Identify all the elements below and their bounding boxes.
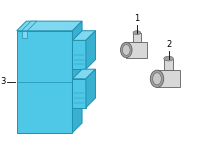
Polygon shape xyxy=(126,42,147,58)
Polygon shape xyxy=(17,31,72,133)
Ellipse shape xyxy=(121,42,132,58)
Polygon shape xyxy=(72,79,86,108)
Polygon shape xyxy=(72,40,86,69)
Polygon shape xyxy=(22,31,27,38)
Polygon shape xyxy=(133,33,141,42)
Ellipse shape xyxy=(150,70,164,87)
Polygon shape xyxy=(72,21,82,133)
Polygon shape xyxy=(164,59,173,70)
Polygon shape xyxy=(86,69,96,108)
Polygon shape xyxy=(72,31,96,40)
Text: 3: 3 xyxy=(0,77,5,86)
Ellipse shape xyxy=(133,31,141,35)
Ellipse shape xyxy=(153,73,161,85)
Ellipse shape xyxy=(122,45,130,55)
Text: 1: 1 xyxy=(134,14,139,23)
Polygon shape xyxy=(86,31,96,69)
Polygon shape xyxy=(157,70,180,87)
Polygon shape xyxy=(72,69,96,79)
Polygon shape xyxy=(22,21,37,31)
Text: 2: 2 xyxy=(166,40,171,49)
Ellipse shape xyxy=(164,56,173,61)
Polygon shape xyxy=(17,21,82,31)
